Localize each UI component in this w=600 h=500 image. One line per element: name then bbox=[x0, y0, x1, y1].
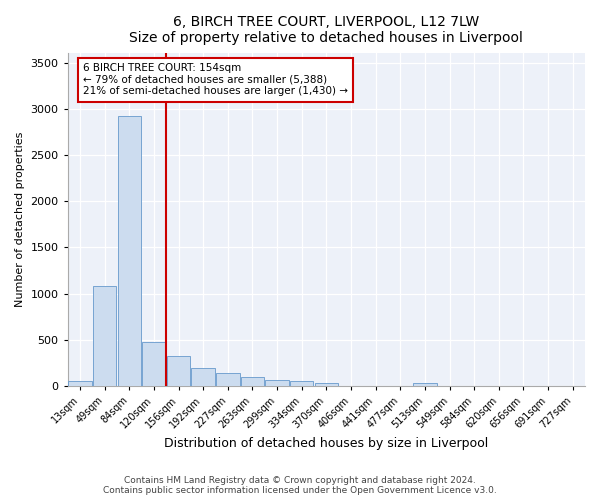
Bar bbox=[413, 384, 437, 386]
Bar bbox=[142, 342, 166, 386]
Text: Contains HM Land Registry data © Crown copyright and database right 2024.
Contai: Contains HM Land Registry data © Crown c… bbox=[103, 476, 497, 495]
Bar bbox=[68, 382, 92, 386]
Y-axis label: Number of detached properties: Number of detached properties bbox=[15, 132, 25, 308]
Bar bbox=[167, 356, 190, 386]
Bar bbox=[216, 372, 239, 386]
Title: 6, BIRCH TREE COURT, LIVERPOOL, L12 7LW
Size of property relative to detached ho: 6, BIRCH TREE COURT, LIVERPOOL, L12 7LW … bbox=[130, 15, 523, 45]
Bar bbox=[314, 384, 338, 386]
Text: 6 BIRCH TREE COURT: 154sqm
← 79% of detached houses are smaller (5,388)
21% of s: 6 BIRCH TREE COURT: 154sqm ← 79% of deta… bbox=[83, 64, 348, 96]
Bar bbox=[191, 368, 215, 386]
X-axis label: Distribution of detached houses by size in Liverpool: Distribution of detached houses by size … bbox=[164, 437, 488, 450]
Bar bbox=[290, 382, 313, 386]
Bar bbox=[265, 380, 289, 386]
Bar bbox=[241, 377, 264, 386]
Bar bbox=[93, 286, 116, 386]
Bar bbox=[118, 116, 141, 386]
